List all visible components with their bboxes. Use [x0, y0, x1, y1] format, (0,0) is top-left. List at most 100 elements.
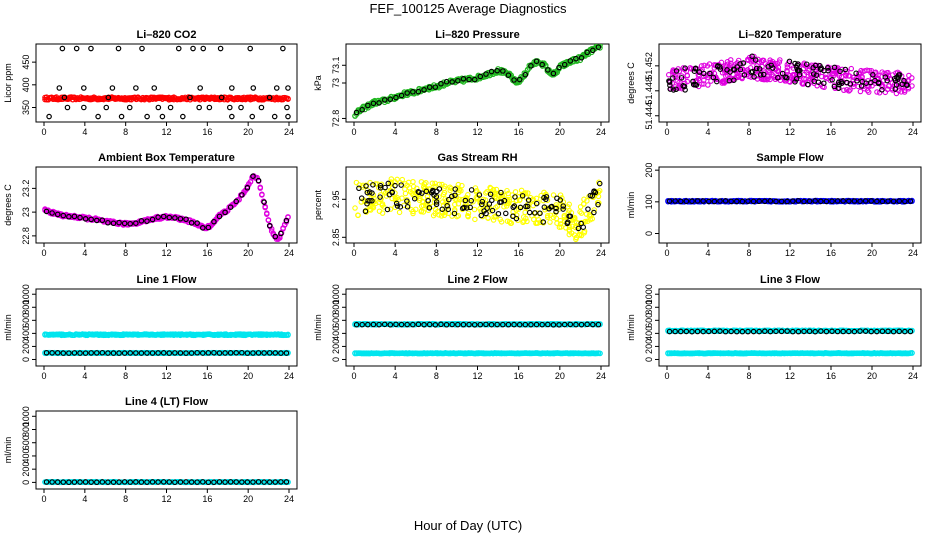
y-axis-label: kPa: [313, 75, 323, 91]
x-tick-label: 0: [41, 248, 46, 258]
data-point: [442, 207, 448, 213]
data-point: [690, 81, 697, 88]
data-point: [504, 218, 511, 224]
x-tick-label: 20: [243, 371, 253, 381]
data-point: [364, 200, 370, 207]
data-point: [835, 85, 842, 91]
data-point: [59, 45, 66, 52]
x-tick-label: 16: [202, 371, 212, 381]
data-point: [767, 57, 773, 63]
x-tick-label: 8: [123, 127, 128, 137]
data-point: [483, 71, 489, 77]
data-point: [782, 74, 789, 80]
data-point: [727, 57, 734, 63]
data-point: [149, 216, 156, 223]
plot-area: [352, 44, 603, 119]
data-point: [280, 45, 286, 52]
data-point: [394, 194, 401, 201]
data-point: [801, 328, 807, 335]
series-average: [43, 349, 290, 356]
data-point: [525, 197, 532, 203]
data-point: [587, 216, 593, 223]
data-point: [799, 80, 805, 87]
data-point: [393, 200, 400, 207]
x-tick-label: 8: [746, 248, 751, 258]
data-point: [451, 208, 458, 214]
x-tick-label: 0: [351, 127, 356, 137]
data-point: [771, 61, 777, 68]
data-point: [546, 206, 552, 212]
y-tick-label: 23.2: [21, 180, 31, 198]
data-point: [882, 74, 889, 80]
data-point: [467, 204, 473, 211]
data-point: [471, 321, 478, 328]
data-point: [717, 328, 723, 334]
data-point: [710, 74, 717, 81]
data-point: [806, 198, 813, 205]
data-point: [211, 349, 217, 356]
data-point: [46, 113, 52, 120]
data-point: [369, 198, 375, 204]
data-point: [118, 113, 125, 120]
data-point: [392, 190, 398, 196]
data-point: [666, 328, 673, 335]
data-point: [737, 61, 743, 67]
x-tick-label: 16: [826, 371, 836, 381]
data-point: [285, 331, 291, 338]
data-point: [577, 209, 583, 215]
plot-area: [665, 53, 915, 97]
data-point: [749, 53, 755, 60]
data-point: [862, 328, 869, 334]
data-point: [127, 350, 134, 356]
data-point: [356, 185, 362, 192]
data-point: [868, 79, 874, 86]
data-point: [479, 201, 485, 208]
data-point: [49, 210, 55, 216]
data-point: [144, 113, 150, 120]
y-axis-label: ml/min: [313, 314, 323, 341]
data-point: [775, 64, 782, 71]
data-point: [717, 198, 723, 204]
data-point: [138, 350, 145, 356]
data-point: [283, 350, 290, 356]
y-tick-label: 600: [21, 435, 31, 450]
data-point: [255, 177, 262, 184]
series-average: [356, 180, 603, 232]
data-point: [595, 44, 602, 50]
data-point: [704, 63, 711, 69]
data-point: [255, 350, 262, 356]
data-point: [397, 204, 404, 210]
data-point: [889, 85, 896, 92]
x-tick-label: 24: [908, 127, 918, 137]
data-point: [465, 210, 472, 217]
data-point: [879, 69, 885, 75]
data-point: [439, 206, 446, 212]
data-point: [387, 96, 394, 103]
data-point: [501, 197, 508, 204]
data-point: [66, 213, 72, 220]
data-point: [196, 104, 202, 111]
data-point: [358, 195, 365, 201]
data-point: [370, 321, 377, 328]
data-point: [455, 200, 462, 207]
data-point: [353, 109, 360, 116]
x-tick-label: 0: [41, 494, 46, 504]
data-point: [581, 201, 587, 207]
data-point: [896, 328, 903, 335]
data-point: [105, 350, 111, 356]
data-point: [753, 65, 760, 72]
x-tick-label: 16: [202, 248, 212, 258]
data-point: [561, 61, 568, 68]
y-tick-label: 73: [331, 78, 341, 88]
x-tick-label: 12: [472, 371, 482, 381]
data-point: [370, 182, 376, 188]
data-point: [43, 208, 50, 215]
x-tick-label: 20: [243, 127, 253, 137]
y-tick-label: 51.452: [644, 52, 654, 80]
data-point: [821, 80, 827, 86]
data-point: [846, 198, 852, 204]
x-tick-label: 24: [596, 127, 606, 137]
data-point: [879, 198, 886, 205]
data-point: [557, 221, 564, 227]
data-point: [404, 321, 410, 328]
